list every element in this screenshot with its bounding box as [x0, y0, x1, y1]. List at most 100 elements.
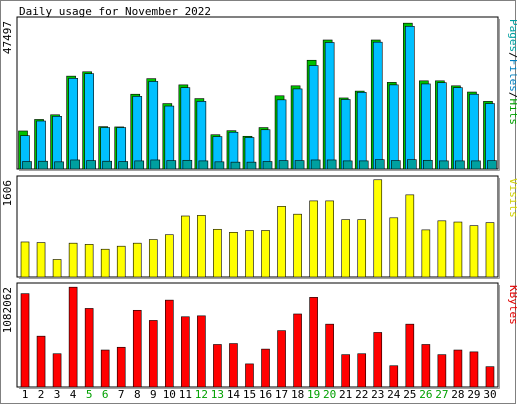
series-pages [22, 159, 497, 170]
x-tick-label-day-11: 11 [179, 388, 192, 401]
bar-files-day-12 [196, 101, 207, 170]
panel-kbytes-ymax-label: 1082062 [1, 287, 14, 333]
bar-files-day-11 [180, 87, 191, 170]
bar-visits-day-9 [148, 239, 158, 278]
bar-visits-day-5 [84, 244, 94, 278]
bar-files-day-25 [405, 25, 415, 170]
bar-files-day-10 [164, 105, 175, 170]
bar-visits-day-29 [469, 225, 479, 278]
x-tick-label-day-25: 25 [403, 388, 416, 401]
bar-files-day-27 [437, 82, 447, 170]
x-tick-label-day-3: 3 [54, 388, 61, 401]
legend-entry-files: Files [507, 59, 517, 92]
x-tick-label-day-15: 15 [243, 388, 256, 401]
bar-files-day-8 [132, 96, 143, 170]
panel-hits-frame [16, 16, 499, 170]
x-tick-label-day-14: 14 [227, 388, 241, 401]
bar-kbytes-day-7 [116, 346, 126, 388]
bar-visits-day-20 [325, 200, 334, 278]
bar-pages-day-10 [166, 160, 177, 170]
bar-files-day-4 [68, 78, 78, 170]
x-tick-label-day-12: 12 [195, 388, 208, 401]
bar-visits-day-28 [453, 221, 463, 278]
bar-pages-day-23 [374, 159, 385, 170]
bar-visits-day-12 [197, 215, 206, 278]
bar-kbytes-day-27 [437, 354, 447, 388]
bar-kbytes-day-3 [52, 353, 62, 388]
bar-visits-day-19 [309, 200, 318, 278]
x-tick-label-day-18: 18 [291, 388, 304, 401]
series-kbytes [20, 286, 495, 388]
bar-files-day-17 [276, 99, 287, 170]
bar-visits-day-7 [116, 245, 126, 278]
x-tick-label-day-28: 28 [451, 388, 464, 401]
bar-kbytes-day-24 [389, 365, 399, 388]
bar-kbytes-day-22 [357, 353, 367, 388]
legend-separator: / [507, 92, 517, 99]
bar-visits-day-3 [52, 259, 62, 278]
bar-kbytes-day-23 [373, 332, 383, 388]
x-tick-label-day-22: 22 [355, 388, 368, 401]
bar-kbytes-day-28 [453, 349, 463, 388]
bar-kbytes-day-30 [485, 366, 495, 388]
bar-visits-day-24 [389, 217, 399, 278]
x-tick-label-day-29: 29 [467, 388, 480, 401]
bar-visits-day-14 [229, 232, 238, 278]
chart-panels: 47497Pages/Files/Hits1606Visits1082062KB… [1, 16, 517, 389]
x-tick-label-day-24: 24 [387, 388, 401, 401]
bar-visits-day-17 [277, 206, 286, 278]
bar-files-day-26 [421, 83, 431, 170]
bar-kbytes-day-5 [84, 308, 94, 388]
bar-visits-day-26 [421, 229, 431, 278]
x-tick-label-day-8: 8 [134, 388, 141, 401]
bar-pages-day-16 [262, 161, 273, 170]
bar-files-day-21 [340, 99, 351, 170]
bar-visits-day-22 [357, 219, 367, 278]
bar-files-day-19 [308, 65, 319, 170]
bar-kbytes-day-12 [197, 315, 206, 388]
bar-pages-day-3 [54, 161, 64, 170]
bar-kbytes-day-21 [341, 354, 350, 388]
bar-kbytes-day-18 [293, 313, 302, 388]
bar-visits-day-15 [245, 230, 254, 278]
chart-title: Daily usage for November 2022 [19, 5, 211, 18]
bar-files-day-30 [485, 103, 495, 170]
panel-hits-ymax-label: 47497 [1, 21, 14, 54]
legend-entry-pages: Pages [507, 19, 517, 52]
bar-kbytes-day-25 [405, 323, 415, 388]
x-tick-label-day-21: 21 [339, 388, 352, 401]
legend-entry-hits: Hits [507, 99, 517, 126]
bar-pages-day-15 [246, 161, 257, 170]
bar-pages-day-8 [134, 160, 145, 170]
x-tick-label-day-5: 5 [86, 388, 93, 401]
panel-kbytes-frame [16, 282, 499, 388]
panel-visits-frame [16, 175, 499, 278]
bar-pages-day-29 [471, 160, 481, 170]
bar-visits-day-21 [341, 219, 350, 278]
bar-kbytes-day-10 [165, 299, 174, 388]
panel-kbytes-legend: KBytes [507, 285, 517, 325]
bar-pages-day-2 [38, 160, 48, 170]
bar-visits-day-11 [181, 215, 190, 278]
bar-kbytes-day-1 [20, 293, 30, 388]
bar-files-day-29 [469, 93, 479, 170]
bar-kbytes-day-6 [100, 349, 110, 388]
bar-pages-day-5 [86, 160, 96, 170]
bar-visits-day-4 [68, 242, 78, 278]
bar-pages-day-24 [390, 160, 401, 170]
bar-visits-day-6 [100, 248, 110, 278]
bar-kbytes-day-17 [277, 330, 286, 388]
bar-files-day-5 [84, 73, 94, 170]
x-tick-label-day-10: 10 [163, 388, 176, 401]
bar-kbytes-day-29 [469, 351, 479, 388]
bar-files-day-23 [372, 41, 383, 170]
bar-pages-day-4 [70, 159, 80, 170]
bar-kbytes-day-2 [36, 335, 46, 388]
bar-pages-day-18 [294, 160, 305, 170]
legend-separator: / [507, 52, 517, 59]
bar-visits-day-30 [485, 222, 495, 278]
x-tick-label-day-7: 7 [118, 388, 125, 401]
bar-kbytes-day-4 [68, 286, 78, 388]
